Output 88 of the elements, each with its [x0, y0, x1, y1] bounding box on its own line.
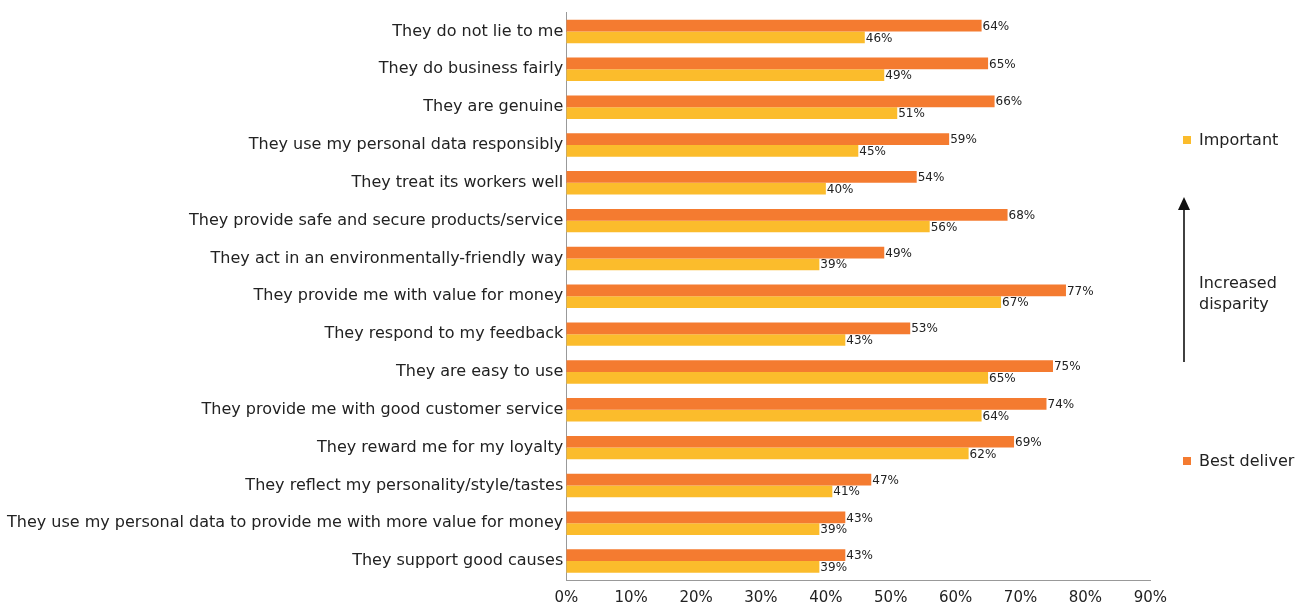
data-label: 41% [833, 484, 861, 499]
data-label: 45% [859, 143, 886, 158]
y-tick-label: They act in an environmentally-friendly way [209, 247, 564, 267]
y-tick-label: They do business fairly [377, 58, 564, 78]
data-label: 65% [989, 56, 1016, 71]
data-label: 39% [820, 257, 848, 272]
text: Increased disparity [1199, 272, 1278, 314]
legend-label: Important [1199, 130, 1279, 149]
data-label: 39% [820, 522, 848, 537]
data-label: 62% [969, 446, 997, 461]
bar [566, 57, 989, 70]
data-label: 68% [1008, 207, 1036, 222]
data-label: 66% [995, 94, 1023, 109]
bar [566, 371, 989, 384]
x-tick-label: 50% [874, 587, 908, 606]
data-label: 51% [898, 106, 925, 121]
data-label: 43% [846, 333, 873, 348]
bar [566, 95, 995, 108]
data-label: 64% [982, 408, 1010, 423]
bar [566, 296, 1002, 309]
bar [566, 284, 1066, 297]
data-label: 64% [982, 18, 1010, 33]
data-label: 43% [846, 510, 873, 525]
x-tick-label: 20% [679, 587, 713, 606]
bar [566, 549, 846, 562]
data-label: 69% [1015, 434, 1042, 449]
y-tick-label: They support good causes [351, 550, 564, 570]
x-tick-label: 70% [1003, 587, 1038, 606]
bar [566, 523, 820, 535]
bar [566, 171, 917, 183]
y-tick-label: They do not lie to me [391, 20, 564, 40]
y-tick-label: They are genuine [422, 96, 564, 116]
y-tick-label: They provide me with value for money [252, 285, 564, 305]
bar [566, 19, 982, 32]
x-tick-label: 80% [1068, 587, 1103, 606]
y-tick-label: They use my personal data to provide me with more value for money [6, 512, 564, 532]
bar [566, 208, 1008, 221]
bar [566, 31, 865, 44]
y-tick-label: They are easy to use [394, 361, 564, 381]
bar [566, 435, 1015, 448]
bar [566, 511, 846, 524]
bar [566, 360, 1053, 372]
y-tick-label: They reflect my personality/style/tastes [244, 474, 564, 494]
bar [566, 220, 930, 233]
y-tick-label: They respond to my feedback [323, 323, 564, 343]
bar [566, 182, 826, 195]
x-tick-label: 10% [614, 587, 648, 606]
data-label: 43% [846, 548, 873, 563]
data-label: 75% [1053, 359, 1081, 374]
x-tick-label: 40% [809, 587, 843, 606]
data-label: 40% [826, 181, 854, 196]
bar [566, 409, 982, 422]
data-label: 67% [1002, 295, 1029, 310]
bar [566, 322, 911, 335]
bar [566, 398, 1047, 410]
bar [566, 133, 950, 145]
data-label: 53% [911, 321, 938, 336]
data-label: 65% [989, 370, 1016, 385]
data-label: 47% [872, 472, 899, 487]
data-label: 49% [885, 245, 912, 260]
bar [566, 69, 885, 82]
data-label: 54% [917, 170, 945, 185]
y-tick-label: They reward me for my loyalty [316, 436, 564, 456]
legend-label: Best deliver [1199, 451, 1295, 470]
data-label: 49% [885, 68, 912, 83]
bar [566, 473, 872, 486]
x-tick-label: 90% [1133, 587, 1167, 606]
x-tick-label: 30% [744, 587, 778, 606]
x-tick-label: 0% [554, 587, 579, 606]
bar [566, 447, 969, 460]
bar [566, 561, 820, 573]
bar [566, 485, 833, 498]
y-tick-label: They treat its workers well [350, 171, 564, 191]
data-label: 74% [1047, 397, 1075, 412]
bar [566, 144, 859, 157]
bar [566, 246, 885, 259]
y-tick-label: They provide me with good customer service [200, 398, 564, 418]
data-label: 46% [865, 30, 893, 45]
data-label: 77% [1066, 283, 1094, 298]
data-label: 39% [820, 560, 848, 575]
data-label: 59% [950, 132, 977, 147]
bar [566, 258, 820, 271]
y-tick-label: They provide safe and secure products/service [188, 209, 564, 229]
bar [566, 334, 846, 346]
bar [566, 107, 898, 119]
y-tick-label: They use my personal data responsibly [247, 134, 564, 154]
data-label: 56% [930, 219, 958, 234]
x-tick-label: 60% [938, 587, 973, 606]
